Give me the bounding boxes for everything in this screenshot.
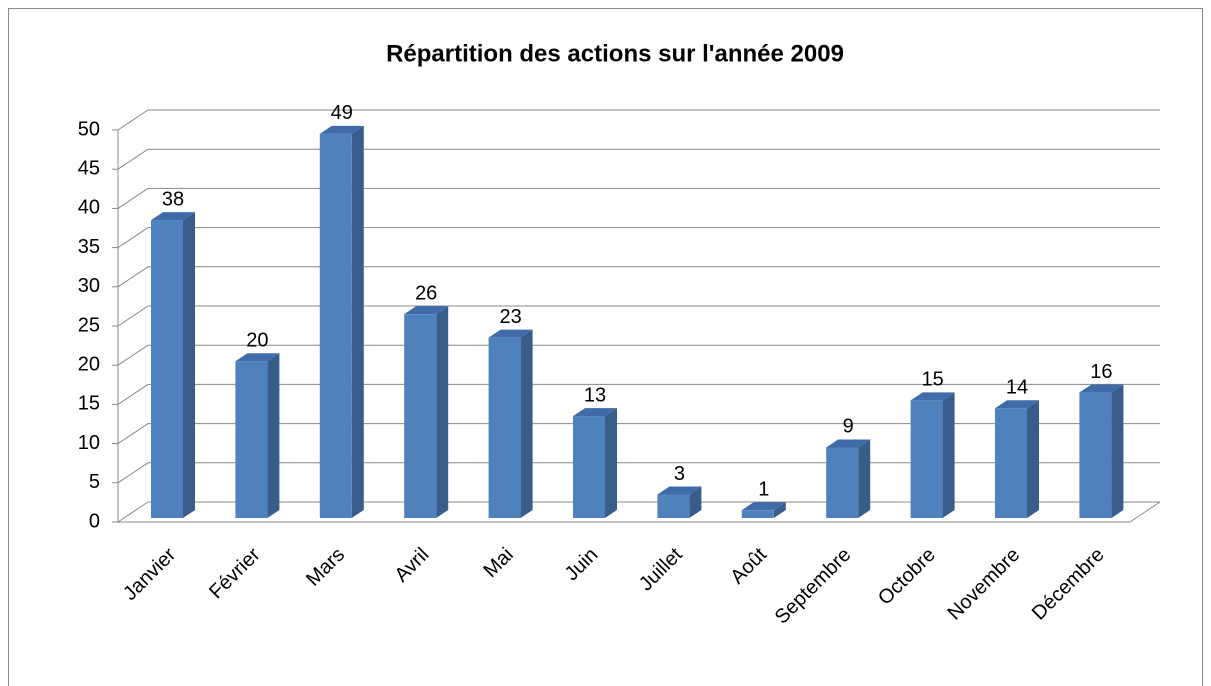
bar-top <box>995 400 1039 409</box>
bar-top <box>910 392 955 401</box>
y-tick-label: 45 <box>78 157 100 179</box>
y-tick-label: 0 <box>89 510 100 532</box>
x-tick-label: Février <box>205 543 265 603</box>
bar-top <box>826 439 871 448</box>
y-tick-label: 40 <box>78 197 100 219</box>
x-tick-label: Octobre <box>874 544 940 610</box>
x-tick-label: Décembre <box>1028 544 1109 625</box>
bar-side <box>267 353 280 518</box>
bar <box>151 220 183 518</box>
bar <box>573 416 605 518</box>
bar <box>1079 392 1112 518</box>
bar-side <box>689 486 702 518</box>
grid-line <box>117 462 149 484</box>
bar-top <box>319 125 364 134</box>
x-tick-label: Mai <box>480 544 518 582</box>
bar-top <box>235 353 280 362</box>
bar <box>910 400 943 518</box>
bar-side <box>436 306 449 518</box>
bar-side <box>942 392 955 518</box>
floor-right <box>1129 501 1161 523</box>
bar-top <box>1079 384 1124 393</box>
chart-title: Répartition des actions sur l'année 2009 <box>386 40 844 67</box>
data-label: 1 <box>758 478 769 500</box>
bar-top <box>657 486 702 495</box>
bar <box>657 494 690 518</box>
data-label: 26 <box>415 282 437 304</box>
bar-side <box>520 329 533 518</box>
y-tick-label: 25 <box>78 314 100 336</box>
grid-line <box>117 423 149 445</box>
bar-side <box>1027 400 1039 518</box>
bar <box>741 510 774 518</box>
bar-side <box>183 212 195 518</box>
y-tick-label: 50 <box>78 118 100 140</box>
x-tick-label: Mars <box>302 544 349 591</box>
grid-line <box>117 501 149 523</box>
bar <box>826 447 859 518</box>
bar <box>488 337 521 518</box>
bar-side <box>1111 384 1124 518</box>
y-tick-label: 10 <box>78 432 100 454</box>
chart-frame <box>8 8 1203 686</box>
bar-top <box>404 306 449 315</box>
x-tick-label: Novembre <box>943 544 1024 625</box>
bar-side <box>858 439 871 518</box>
y-tick-label: 15 <box>78 393 100 415</box>
bar-side <box>605 408 617 518</box>
x-tick-label: Avril <box>391 544 434 587</box>
grid-line <box>117 383 149 405</box>
data-label: 3 <box>674 463 685 485</box>
data-label: 49 <box>331 102 353 124</box>
x-tick-label: Janvier <box>119 543 180 604</box>
bar-top <box>488 329 533 338</box>
bar <box>404 314 437 518</box>
data-label: 13 <box>584 384 606 406</box>
grid-line <box>117 109 149 131</box>
grid-line <box>117 227 149 249</box>
x-tick-label: Août <box>726 543 771 588</box>
grid-line <box>117 344 149 366</box>
grid-line <box>117 266 149 288</box>
bar-side <box>351 125 364 518</box>
grid-line <box>117 148 149 170</box>
x-tick-label: Juillet <box>635 543 687 595</box>
bar <box>319 133 352 518</box>
data-label: 9 <box>843 416 854 438</box>
y-tick-label: 20 <box>78 353 100 375</box>
grid-line <box>117 305 149 327</box>
data-label: 23 <box>499 306 521 328</box>
y-tick-label: 5 <box>89 471 100 493</box>
data-label: 38 <box>162 188 184 210</box>
bar-side <box>773 502 786 518</box>
bar <box>995 408 1027 518</box>
data-label: 15 <box>921 369 943 391</box>
x-tick-label: Septembre <box>771 544 856 629</box>
data-label: 16 <box>1090 361 1112 383</box>
x-tick-label: Juin <box>561 544 603 586</box>
bar <box>235 361 268 518</box>
bar-top <box>151 212 195 221</box>
bar-top <box>741 502 786 511</box>
data-label: 20 <box>246 329 268 351</box>
grid-line <box>117 187 149 209</box>
y-tick-label: 35 <box>78 236 100 258</box>
data-label: 14 <box>1006 377 1028 399</box>
bar-top <box>573 408 617 417</box>
y-tick-label: 30 <box>78 275 100 297</box>
